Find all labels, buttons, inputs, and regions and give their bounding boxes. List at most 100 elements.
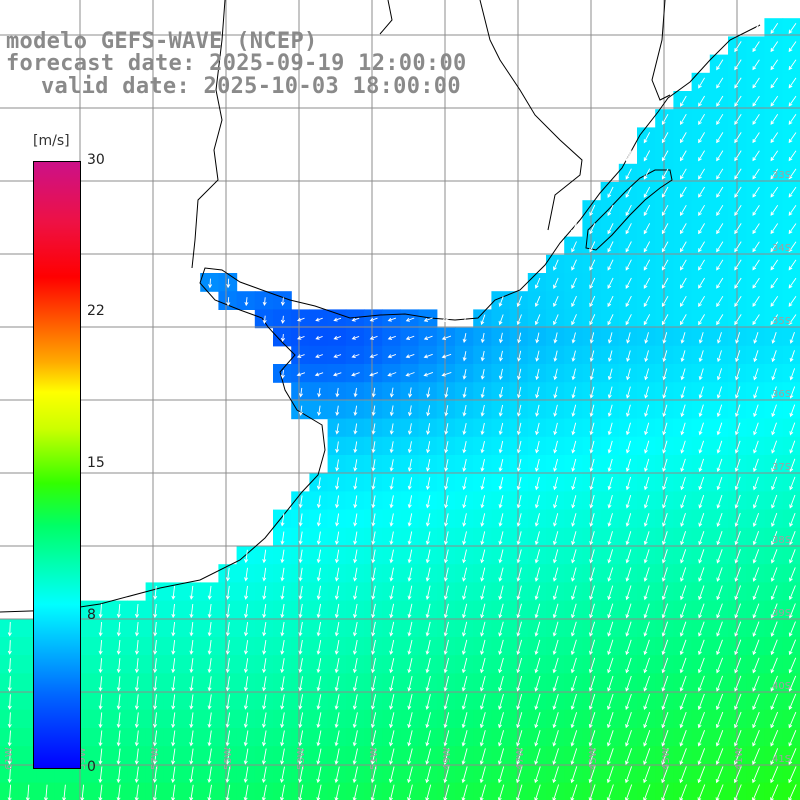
wind-cell	[291, 637, 310, 656]
wind-arrow	[679, 603, 687, 619]
wind-arrow	[171, 766, 176, 784]
wind-cell	[145, 709, 165, 729]
wind-cell	[582, 218, 602, 238]
wind-cell	[455, 473, 474, 492]
wind-arrow	[625, 531, 632, 546]
wind-arrow	[171, 712, 176, 729]
wind-arrow	[389, 441, 394, 454]
wind-arrow	[116, 658, 121, 674]
wind-arrow	[661, 766, 669, 784]
wind-arrow	[552, 730, 559, 747]
wind-cell	[691, 618, 711, 638]
wind-cell	[91, 728, 110, 747]
wind-cell	[400, 527, 420, 547]
wind-arrow	[171, 748, 176, 765]
wind-cell	[637, 546, 656, 565]
wind-arrow	[189, 585, 194, 600]
wind-arrow	[788, 114, 797, 125]
wind-cell	[400, 637, 420, 656]
wind-arrow	[261, 748, 267, 765]
wind-arrow	[770, 549, 778, 564]
wind-arrow	[441, 317, 452, 322]
wind-arrow	[207, 585, 212, 600]
wind-cell	[637, 436, 656, 456]
wind-cell	[345, 546, 365, 565]
wind-cell	[582, 746, 602, 765]
wind-cell	[0, 673, 19, 693]
wind-cell	[364, 637, 383, 656]
wind-cell	[345, 637, 365, 656]
wind-arrow	[625, 585, 632, 601]
wind-arrow	[389, 387, 394, 398]
wind-cell	[655, 145, 674, 165]
wind-arrow	[697, 730, 706, 747]
wind-arrow	[788, 784, 797, 800]
wind-cell	[509, 764, 529, 784]
wind-arrow	[698, 368, 704, 381]
wind-arrow	[534, 513, 540, 527]
wind-arrow	[498, 458, 504, 472]
wind-cell	[509, 509, 529, 529]
wind-arrow	[152, 766, 158, 784]
wind-cell	[509, 309, 529, 329]
wind-cell	[709, 436, 729, 456]
wind-cell	[473, 436, 492, 456]
wind-arrow	[697, 748, 706, 765]
wind-cell	[527, 746, 547, 765]
wind-arrow	[280, 712, 285, 729]
wind-arrow	[426, 405, 431, 417]
wind-cell	[400, 655, 420, 674]
wind-cell	[655, 637, 674, 656]
wind-arrow	[662, 368, 668, 381]
wind-cell	[746, 236, 765, 256]
wind-arrow	[698, 531, 705, 546]
wind-cell	[491, 509, 511, 529]
wind-cell	[455, 637, 474, 656]
wind-cell	[655, 327, 674, 347]
wind-cell	[436, 655, 456, 674]
wind-cell	[382, 509, 401, 529]
wind-arrow	[279, 784, 285, 800]
wind-arrow	[371, 477, 376, 491]
wind-arrow	[297, 335, 305, 340]
wind-cell	[764, 18, 784, 37]
wind-arrow	[589, 440, 595, 454]
wind-cell	[382, 709, 401, 729]
wind-cell	[782, 673, 800, 693]
wind-cell	[418, 473, 438, 492]
wind-arrow	[517, 350, 522, 362]
wind-arrow	[80, 784, 85, 800]
wind-arrow	[698, 458, 705, 472]
wind-cell	[254, 582, 274, 602]
wind-arrow	[571, 259, 577, 271]
wind-arrow	[770, 314, 779, 326]
wind-cell	[782, 509, 800, 529]
wind-cell	[182, 746, 201, 765]
wind-cell	[764, 673, 784, 693]
wind-arrow	[171, 585, 176, 600]
wind-cell	[509, 582, 529, 602]
wind-arrow	[661, 223, 669, 235]
wind-cell	[72, 782, 92, 800]
wind-arrow	[625, 549, 632, 564]
wind-arrow	[335, 441, 340, 454]
wind-arrow	[534, 603, 541, 619]
wind-arrow	[698, 549, 705, 564]
wind-cell	[491, 400, 511, 420]
wind-arrow	[407, 766, 413, 784]
wind-arrow	[734, 711, 742, 729]
wind-arrow	[480, 477, 486, 491]
wind-arrow	[461, 748, 468, 765]
wind-cell	[764, 400, 784, 420]
wind-cell	[673, 254, 693, 274]
wind-arrow	[788, 603, 796, 619]
wind-cell	[764, 218, 784, 238]
wind-arrow	[679, 784, 687, 800]
wind-cell	[509, 691, 529, 711]
wind-arrow	[680, 567, 687, 582]
wind-cell	[400, 491, 420, 511]
wind-cell	[655, 109, 674, 128]
wind-arrow	[462, 314, 468, 325]
wind-cell	[436, 564, 456, 583]
wind-cell	[764, 582, 784, 602]
